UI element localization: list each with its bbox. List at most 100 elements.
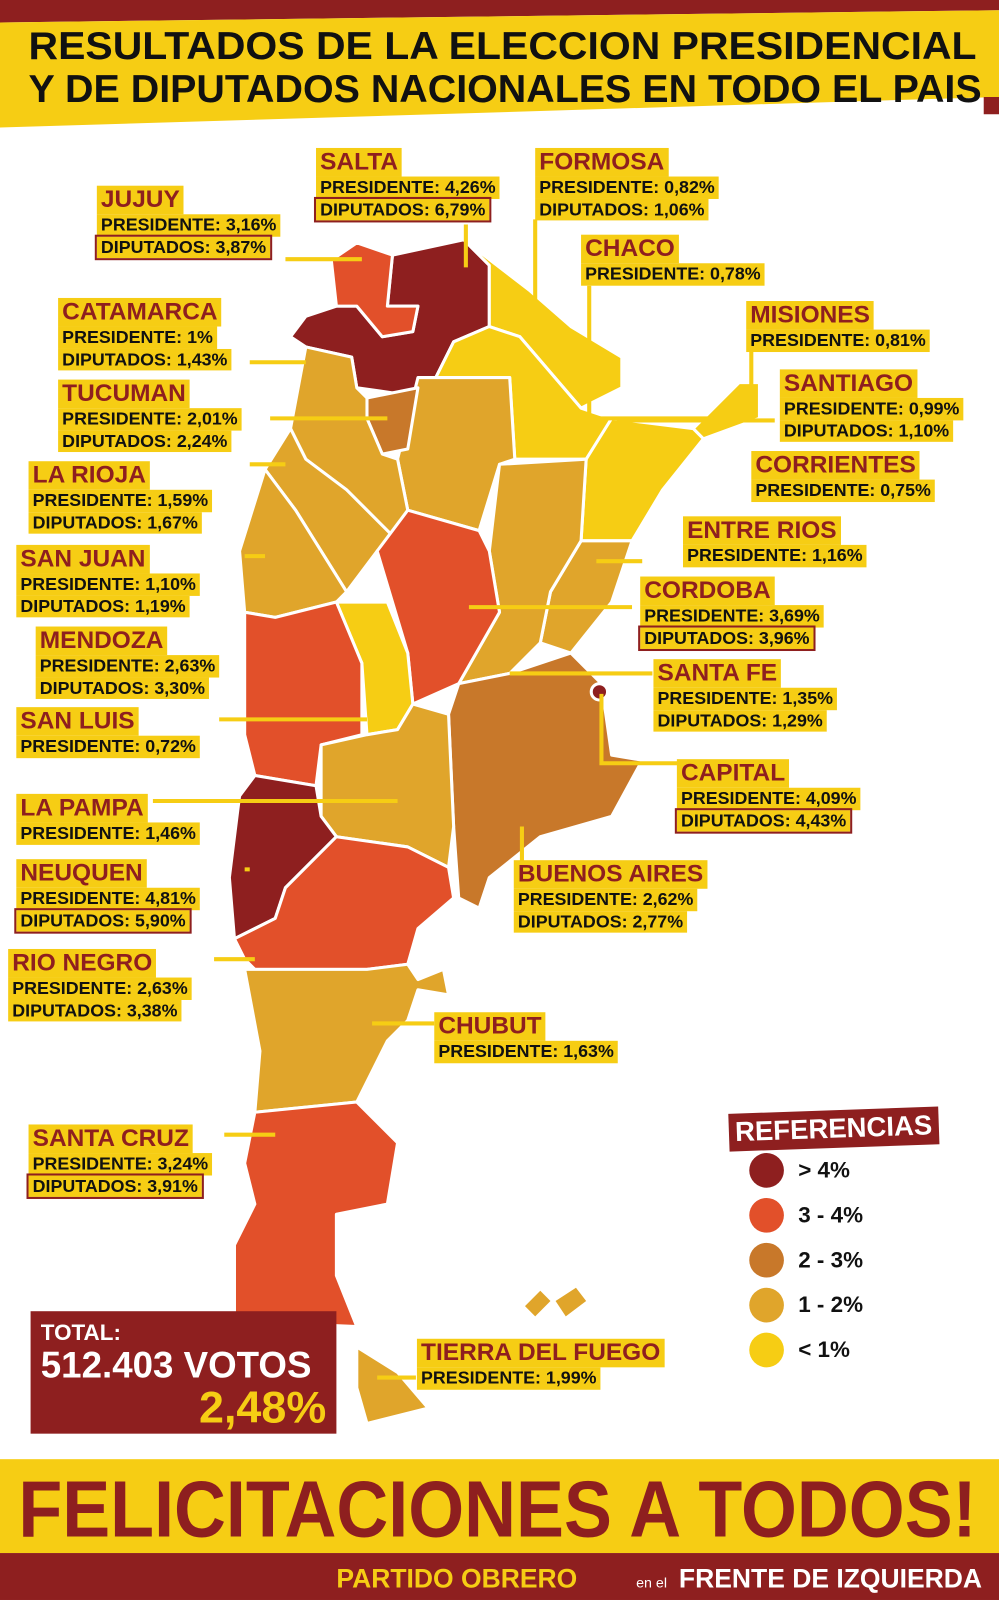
island <box>524 1290 551 1317</box>
diputados-result: DIPUTADOS: 2,77% <box>513 910 688 933</box>
presidente-result: PRESIDENTE: 3,69% <box>640 605 824 628</box>
presidente-result: PRESIDENTE: 1,10% <box>16 573 200 596</box>
legend-title: REFERENCIAS <box>728 1106 939 1152</box>
province-label: SALTA PRESIDENTE: 4,26% DIPUTADOS: 6,79% <box>313 147 500 223</box>
legend-label: > 4% <box>798 1157 850 1183</box>
diputados-result: DIPUTADOS: 3,96% <box>638 625 816 651</box>
presidente-result: PRESIDENTE: 1,99% <box>416 1367 601 1390</box>
presidente-result: PRESIDENTE: 0,82% <box>535 176 719 199</box>
province-name: JUJUY <box>96 185 184 215</box>
province-name: CATAMARCA <box>58 297 222 327</box>
legend-swatch <box>749 1332 784 1368</box>
total-percent: 2,48% <box>199 1382 327 1433</box>
legend-item: < 1% <box>749 1328 938 1373</box>
diputados-result: DIPUTADOS: 3,38% <box>8 999 182 1022</box>
legend-label: 2 - 3% <box>798 1246 864 1273</box>
province-name: SAN JUAN <box>16 544 150 574</box>
legend-item: > 4% <box>749 1148 938 1193</box>
total-box: TOTAL: 512.403 VOTOS 2,48% <box>30 1311 337 1434</box>
legend-item: 3 - 4% <box>749 1193 938 1238</box>
province-name: CAPITAL <box>676 759 790 788</box>
province-shape <box>691 381 761 441</box>
province-name: TUCUMAN <box>58 379 190 409</box>
title-banner <box>0 10 999 128</box>
legend: REFERENCIAS > 4% 3 - 4% 2 - 3% 1 - 2% < 1% <box>728 1106 939 1372</box>
legend-items: > 4% 3 - 4% 2 - 3% 1 - 2% < 1% <box>729 1148 939 1372</box>
diputados-result: DIPUTADOS: 1,43% <box>58 348 232 371</box>
slogan-band <box>0 1459 999 1554</box>
title-line: RESULTADOS DE LA ELECCION PRESIDENCIAL <box>29 25 977 68</box>
province-label: MISIONES PRESIDENTE: 0,81% <box>746 301 930 352</box>
top-strip <box>0 0 999 23</box>
legend-item: 1 - 2% <box>749 1283 938 1328</box>
diputados-result: DIPUTADOS: 1,10% <box>779 419 954 442</box>
presidente-result: PRESIDENTE: 2,01% <box>58 408 242 431</box>
accent <box>983 96 999 115</box>
province-label: LA PAMPA PRESIDENTE: 1,46% <box>16 793 200 845</box>
island <box>555 1287 587 1317</box>
province-name: SANTIAGO <box>779 369 918 398</box>
province-name: LA RIOJA <box>28 461 150 490</box>
presidente-result: PRESIDENTE: 4,81% <box>16 887 200 910</box>
legend-swatch <box>749 1242 784 1278</box>
legend-swatch <box>749 1153 784 1188</box>
legend-label: 3 - 4% <box>798 1202 864 1228</box>
diputados-result: DIPUTADOS: 6,79% <box>313 196 492 223</box>
presidente-result: PRESIDENTE: 1% <box>58 326 217 349</box>
province-name: FORMOSA <box>535 147 669 177</box>
front: FRENTE DE IZQUIERDA <box>679 1564 982 1594</box>
presidente-result: PRESIDENTE: 1,16% <box>682 544 867 567</box>
presidente-result: PRESIDENTE: 0,81% <box>746 329 930 352</box>
province-label: FORMOSA PRESIDENTE: 0,82% DIPUTADOS: 1,06% <box>535 147 719 221</box>
province-name: MISIONES <box>746 301 874 330</box>
province-label: TIERRA DEL FUEGO PRESIDENTE: 1,99% <box>416 1338 665 1390</box>
province-name: NEUQUEN <box>16 859 147 888</box>
province-label: CATAMARCA PRESIDENTE: 1% DIPUTADOS: 1,43% <box>58 297 232 371</box>
province-name: SAN LUIS <box>16 707 139 736</box>
diputados-result: DIPUTADOS: 4,43% <box>674 807 853 834</box>
leader-lines <box>152 219 775 1380</box>
footer-band <box>0 1553 999 1600</box>
province-label: CHUBUT PRESIDENTE: 1,63% <box>434 1012 618 1063</box>
presidente-result: PRESIDENTE: 0,75% <box>751 479 935 502</box>
province-label: CAPITAL PRESIDENTE: 4,09% DIPUTADOS: 4,43% <box>674 759 861 834</box>
province-name: LA PAMPA <box>16 793 148 823</box>
presidente-result: PRESIDENTE: 1,46% <box>16 822 200 845</box>
presidente-result: PRESIDENTE: 2,63% <box>35 655 220 678</box>
party: PARTIDO OBRERO <box>336 1564 577 1594</box>
province-label: CHACO PRESIDENTE: 0,78% <box>581 234 765 286</box>
province-name: SANTA FE <box>653 659 782 688</box>
diputados-result: DIPUTADOS: 3,30% <box>35 677 210 699</box>
diputados-result: DIPUTADOS: 1,19% <box>16 595 190 618</box>
province-shape <box>462 238 624 410</box>
title-line: Y DE DIPUTADOS NACIONALES EN TODO EL PAI… <box>29 68 982 111</box>
province-shape <box>243 962 451 1114</box>
province-label: CORDOBA PRESIDENTE: 3,69% DIPUTADOS: 3,96% <box>638 576 824 651</box>
province-label: NEUQUEN PRESIDENTE: 4,81% DIPUTADOS: 5,90% <box>14 859 200 934</box>
province-label: SANTA CRUZ PRESIDENTE: 3,24% DIPUTADOS: 3,… <box>26 1124 213 1199</box>
map <box>227 238 761 1425</box>
province-name: CHACO <box>581 234 679 264</box>
province-label: CORRIENTES PRESIDENTE: 0,75% <box>751 451 935 502</box>
province-label: MENDOZA PRESIDENTE: 2,63% DIPUTADOS: 3,30% <box>35 626 220 699</box>
diputados-result: DIPUTADOS: 1,67% <box>28 511 202 534</box>
province-name: RIO NEGRO <box>8 948 157 978</box>
legend-label: < 1% <box>798 1336 850 1363</box>
province-label: SAN LUIS PRESIDENTE: 0,72% <box>16 707 200 758</box>
province-label: LA RIOJA PRESIDENTE: 1,59% DIPUTADOS: 1,67… <box>28 461 213 534</box>
province-label: SANTA FE PRESIDENTE: 1,35% DIPUTADOS: 1,29… <box>653 659 838 732</box>
province-name: CORDOBA <box>640 576 775 606</box>
province-name: SALTA <box>316 147 403 177</box>
province-shape <box>355 1345 430 1425</box>
presidente-result: PRESIDENTE: 1,59% <box>28 489 213 512</box>
province-label: BUENOS AIRES PRESIDENTE: 2,62% DIPUTADOS: … <box>513 860 708 933</box>
province-label: TUCUMAN PRESIDENTE: 2,01% DIPUTADOS: 2,24% <box>58 379 242 453</box>
province-label: ENTRE RIOS PRESIDENTE: 1,16% <box>682 516 867 567</box>
province-label: RIO NEGRO PRESIDENTE: 2,63% DIPUTADOS: 3,3… <box>8 948 192 1022</box>
presidente-result: PRESIDENTE: 1,63% <box>434 1040 618 1063</box>
province-shape <box>329 241 420 339</box>
